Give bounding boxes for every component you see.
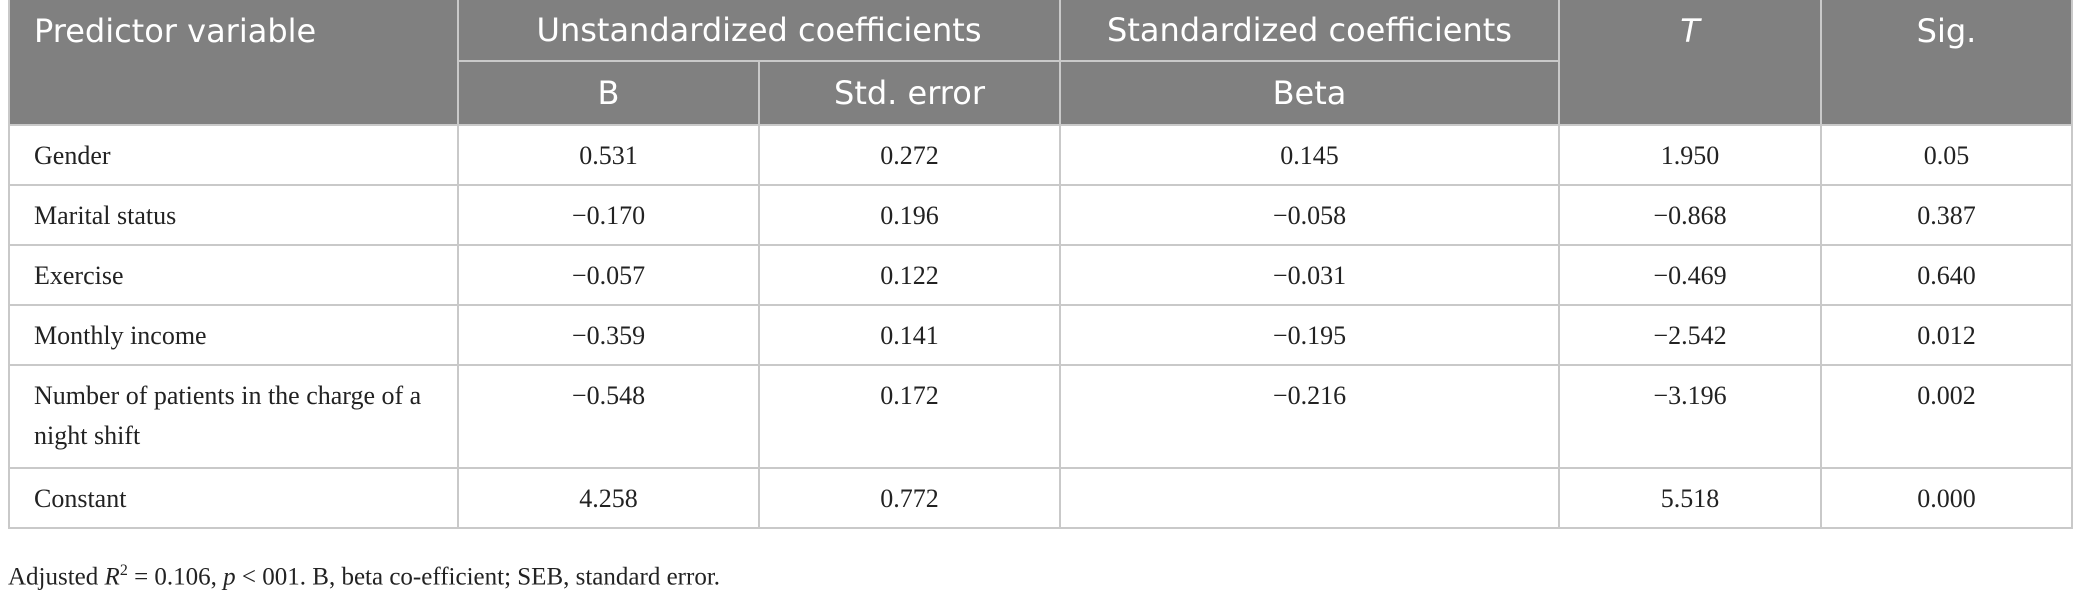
- footnote: Adjusted R2 = 0.106, p < 001. B, beta co…: [8, 562, 720, 591]
- table-cell: 0.387: [1820, 184, 2073, 246]
- table-cell: −0.170: [457, 184, 760, 246]
- table-row: Monthly income −0.359 0.141 −0.195 −2.542 0.0…: [8, 304, 2073, 366]
- footnote-text: 2: [119, 562, 128, 579]
- table-cell: −0.548: [457, 364, 760, 469]
- table-row: Number of patients in the charge of a ni…: [8, 364, 2073, 469]
- table-row: Marital status −0.170 0.196 −0.058 −0.868 0.3…: [8, 184, 2073, 246]
- table-cell: −0.216: [1059, 364, 1560, 469]
- footnote-text: R: [104, 563, 120, 591]
- table-cell: 0.000: [1820, 467, 2073, 529]
- table-cell: −0.057: [457, 244, 760, 306]
- table-cell: −0.031: [1059, 244, 1560, 306]
- table-cell: 0.122: [758, 244, 1061, 306]
- table-cell: Number of patients in the charge of a ni…: [8, 364, 459, 469]
- header-cell: Standardized coefficients: [1059, 0, 1560, 62]
- table-cell: Monthly income: [8, 304, 459, 366]
- table-cell: 0.772: [758, 467, 1061, 529]
- table-cell: 1.950: [1558, 124, 1822, 186]
- table-cell: 0.141: [758, 304, 1061, 366]
- table-cell: Exercise: [8, 244, 459, 306]
- header-cell: B: [457, 61, 760, 126]
- table-cell: Constant: [8, 467, 459, 529]
- table-cell: 0.272: [758, 124, 1061, 186]
- table-cell: −0.868: [1558, 184, 1822, 246]
- table-cell: 0.012: [1820, 304, 2073, 366]
- table-row: Constant 4.258 0.772 5.518 0.000: [8, 467, 2073, 529]
- table-cell: 0.05: [1820, 124, 2073, 186]
- table-cell: 5.518: [1558, 467, 1822, 529]
- table-cell: 0.196: [758, 184, 1061, 246]
- footnote-text: < 001. B, beta co-efficient; SEB, standa…: [235, 563, 721, 591]
- footnote-text: Adjusted: [8, 563, 105, 591]
- table-cell: 0.640: [1820, 244, 2073, 306]
- table-cell: −2.542: [1558, 304, 1822, 366]
- header-cell: Sig.: [1820, 0, 2073, 126]
- table-cell: −0.469: [1558, 244, 1822, 306]
- table-cell: −0.058: [1059, 184, 1560, 246]
- table-body: Gender 0.531 0.272 0.145 1.950 0.05 Marital st…: [8, 124, 2073, 529]
- table-cell: Gender: [8, 124, 459, 186]
- table-cell: −3.196: [1558, 364, 1822, 469]
- table-cell: 0.172: [758, 364, 1061, 469]
- table-cell: [1059, 467, 1560, 529]
- table-cell: 0.145: [1059, 124, 1560, 186]
- table-row: Exercise −0.057 0.122 −0.031 −0.469 0.640: [8, 244, 2073, 306]
- header-cell: Unstandardized coefficients: [457, 0, 1061, 62]
- table-cell: 0.531: [457, 124, 760, 186]
- header-cell: Beta: [1059, 61, 1560, 126]
- table-cell: 0.002: [1820, 364, 2073, 469]
- table-cell: Marital status: [8, 184, 459, 246]
- footnote-text: p: [223, 563, 236, 591]
- table-cell: −0.195: [1059, 304, 1560, 366]
- regression-table: Predictor variable Unstandardized coeffi…: [8, 0, 2073, 529]
- table-cell: −0.359: [457, 304, 760, 366]
- header-cell: T: [1558, 0, 1822, 126]
- footnote-text: = 0.106,: [127, 563, 224, 591]
- table-cell: 4.258: [457, 467, 760, 529]
- table-row: Gender 0.531 0.272 0.145 1.950 0.05: [8, 124, 2073, 186]
- header-cell: Std. error: [758, 61, 1061, 126]
- header-cell: Predictor variable: [8, 0, 459, 126]
